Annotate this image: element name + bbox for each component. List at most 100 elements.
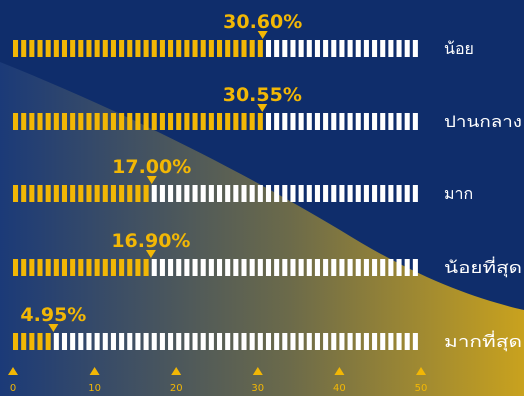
bar-segment-empty xyxy=(298,259,304,276)
bar-row: 17.00% มาก xyxy=(13,156,473,203)
bar-segment-filled xyxy=(86,259,92,276)
bar-segment-empty xyxy=(200,185,206,202)
bar-segment-filled xyxy=(70,113,76,130)
value-marker xyxy=(257,104,268,112)
bar-segment-filled xyxy=(143,40,149,57)
bar-segment-empty xyxy=(323,333,329,350)
bar-segment-filled xyxy=(217,40,223,57)
tick-label: 30 xyxy=(251,383,264,394)
bar-segment-empty xyxy=(241,333,247,350)
bar-segment-empty xyxy=(290,185,296,202)
bar-segment-filled xyxy=(241,113,247,130)
bar-segment-empty xyxy=(339,40,345,57)
bar-segment-filled xyxy=(37,113,43,130)
bar-segment-empty xyxy=(78,333,84,350)
bar-segment-empty xyxy=(225,185,231,202)
bar-segment-empty xyxy=(347,259,353,276)
value-label: 30.60% xyxy=(223,11,302,33)
bar-segment-empty xyxy=(110,333,116,350)
bar-segment-empty xyxy=(331,259,337,276)
bar-segment-filled xyxy=(70,40,76,57)
bar-segment-filled xyxy=(29,113,35,130)
bar-segment-empty xyxy=(233,185,239,202)
bar-segment-empty xyxy=(372,40,378,57)
category-label: มาก xyxy=(444,184,473,203)
bar-segment-filled xyxy=(86,185,92,202)
bar-segment-empty xyxy=(380,185,386,202)
bar xyxy=(13,40,418,57)
bar-segment-empty xyxy=(372,259,378,276)
bar-segment-filled xyxy=(70,185,76,202)
bar-segment-empty xyxy=(314,259,320,276)
bar-segment-empty xyxy=(192,185,198,202)
bar-segment-filled xyxy=(37,40,43,57)
value-label: 17.00% xyxy=(112,156,191,178)
bar-segment-filled xyxy=(143,113,149,130)
bar-segment-empty xyxy=(184,259,190,276)
bar-segment-empty xyxy=(306,40,312,57)
tick-label: 0 xyxy=(10,383,16,394)
bar-segment-empty xyxy=(282,333,288,350)
background-wedge xyxy=(0,62,524,396)
bar-segment-empty xyxy=(396,113,402,130)
bar-segment-filled xyxy=(70,259,76,276)
bar-segment-empty xyxy=(298,185,304,202)
category-label: น้อย xyxy=(444,39,474,58)
bar-segment-empty xyxy=(380,113,386,130)
value-marker xyxy=(48,324,59,332)
bar-segment-empty xyxy=(274,333,280,350)
bar-segment-empty xyxy=(331,113,337,130)
bar-segment-filled xyxy=(94,259,100,276)
bar-segment-empty xyxy=(282,40,288,57)
value-marker xyxy=(146,176,157,184)
bar-segment-empty xyxy=(347,185,353,202)
bar-segment-filled xyxy=(78,259,84,276)
bar-segment-filled xyxy=(45,259,51,276)
bar-segment-empty xyxy=(404,113,410,130)
bar-segment-empty xyxy=(372,333,378,350)
bar-segment-empty xyxy=(233,259,239,276)
bar-segment-filled xyxy=(102,185,108,202)
bar-segment-empty xyxy=(298,113,304,130)
bar-segment-empty xyxy=(192,333,198,350)
bar-segment-empty xyxy=(249,333,255,350)
bar-segment-empty xyxy=(192,259,198,276)
bar-segment-empty xyxy=(151,185,157,202)
bar-segment-empty xyxy=(331,40,337,57)
bar-segment-filled xyxy=(192,113,198,130)
bar-segment-filled xyxy=(37,185,43,202)
bar-segment-empty xyxy=(241,259,247,276)
bar-segment-empty xyxy=(363,333,369,350)
bar-segment-filled xyxy=(13,259,19,276)
bar-segment-empty xyxy=(143,333,149,350)
bar xyxy=(13,259,418,276)
bar-segment-empty xyxy=(151,333,157,350)
bar-segment-empty xyxy=(306,259,312,276)
bar-segment-empty xyxy=(380,40,386,57)
bar-row: 30.55% ปานกลาง xyxy=(13,84,522,131)
bar-segment-empty xyxy=(323,40,329,57)
bar-segment-empty xyxy=(135,333,141,350)
bar-segment-empty xyxy=(347,40,353,57)
bar-segment-empty xyxy=(257,185,263,202)
bar-segment-filled xyxy=(225,113,231,130)
bar-segment-filled xyxy=(217,113,223,130)
bar-segment-filled xyxy=(110,259,116,276)
bar-segment-empty xyxy=(396,40,402,57)
bar-segment-filled xyxy=(45,40,51,57)
value-label: 4.95% xyxy=(20,304,86,326)
bar-segment-empty xyxy=(404,333,410,350)
tick-marker xyxy=(8,367,18,375)
bar-segment-filled xyxy=(37,333,43,350)
tick-label: 40 xyxy=(333,383,346,394)
bar-segment-empty xyxy=(396,259,402,276)
bar-segment-filled xyxy=(86,113,92,130)
bar-segment-empty xyxy=(274,40,280,57)
bar-segment-empty xyxy=(176,259,182,276)
bar-segment-empty xyxy=(388,259,394,276)
bar xyxy=(13,333,418,350)
bar-segment-empty xyxy=(282,259,288,276)
bar-segment-empty xyxy=(355,113,361,130)
bar-segment-empty xyxy=(412,40,418,57)
bar-segment-empty xyxy=(314,113,320,130)
